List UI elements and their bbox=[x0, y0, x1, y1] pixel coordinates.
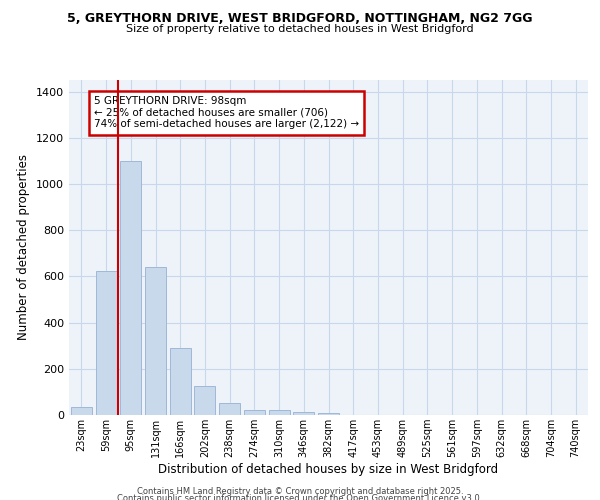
Text: 5, GREYTHORN DRIVE, WEST BRIDGFORD, NOTTINGHAM, NG2 7GG: 5, GREYTHORN DRIVE, WEST BRIDGFORD, NOTT… bbox=[67, 12, 533, 26]
Bar bbox=[269, 410, 290, 415]
Bar bbox=[71, 407, 92, 415]
Bar bbox=[120, 161, 141, 415]
Text: Contains HM Land Registry data © Crown copyright and database right 2025.: Contains HM Land Registry data © Crown c… bbox=[137, 487, 463, 496]
Bar bbox=[170, 348, 191, 415]
Bar bbox=[219, 404, 240, 415]
Bar bbox=[318, 413, 339, 415]
Bar bbox=[293, 412, 314, 415]
Y-axis label: Number of detached properties: Number of detached properties bbox=[17, 154, 31, 340]
Text: Contains public sector information licensed under the Open Government Licence v3: Contains public sector information licen… bbox=[118, 494, 482, 500]
Bar bbox=[95, 270, 116, 415]
Text: 5 GREYTHORN DRIVE: 98sqm
← 25% of detached houses are smaller (706)
74% of semi-: 5 GREYTHORN DRIVE: 98sqm ← 25% of detach… bbox=[94, 96, 359, 130]
X-axis label: Distribution of detached houses by size in West Bridgford: Distribution of detached houses by size … bbox=[158, 463, 499, 476]
Bar bbox=[244, 410, 265, 415]
Bar bbox=[145, 267, 166, 415]
Text: Size of property relative to detached houses in West Bridgford: Size of property relative to detached ho… bbox=[126, 24, 474, 34]
Bar bbox=[194, 386, 215, 415]
